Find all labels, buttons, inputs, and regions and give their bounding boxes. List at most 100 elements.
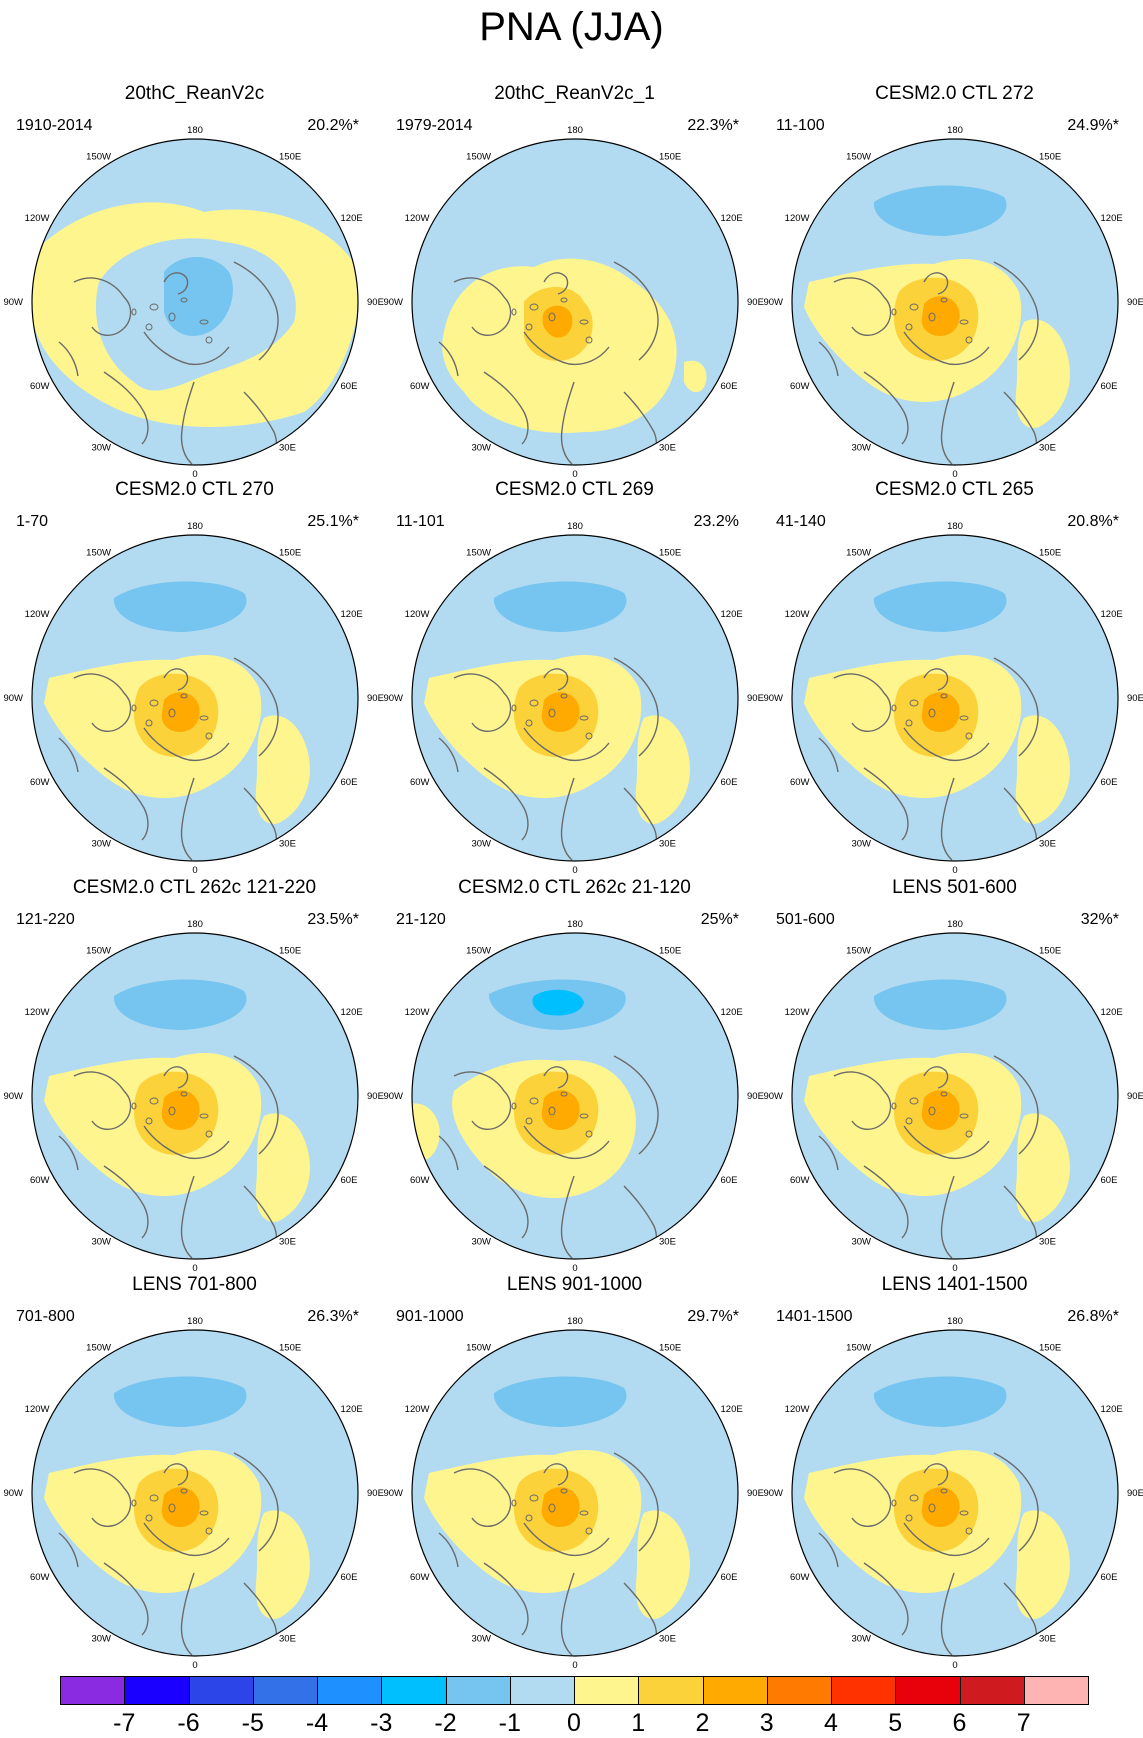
longitude-label: 30E xyxy=(279,443,296,454)
longitude-label: 150E xyxy=(1039,946,1061,957)
longitude-label: 120W xyxy=(25,609,50,620)
longitude-label: 0 xyxy=(572,1263,577,1274)
island-outline xyxy=(891,1499,897,1507)
panel-variance: 25.1%* xyxy=(307,513,359,530)
longitude-label: 0 xyxy=(192,1263,197,1274)
field-contour-region xyxy=(164,257,233,336)
colorbar-swatch xyxy=(60,1676,126,1705)
colorbar-swatch xyxy=(509,1676,575,1705)
longitude-label: 60E xyxy=(1101,1572,1118,1583)
coastline xyxy=(863,371,909,445)
longitude-label: 150W xyxy=(86,548,111,559)
field-contour-region xyxy=(1015,319,1070,428)
field-contour-region xyxy=(541,1487,580,1527)
island-outline xyxy=(529,1494,539,1502)
field-contour-region xyxy=(44,402,304,465)
island-outline xyxy=(905,1117,913,1125)
coastline xyxy=(103,371,149,445)
island-outline xyxy=(965,732,973,740)
panel-title: 20thC_ReanV2c xyxy=(124,83,265,104)
island-outline xyxy=(548,312,556,322)
island-outline xyxy=(909,1097,919,1105)
longitude-label: 30E xyxy=(279,839,296,850)
longitude-label: 90E xyxy=(1127,297,1143,308)
panel-variance: 20.8%* xyxy=(1067,513,1119,530)
longitude-label: 120E xyxy=(341,1404,363,1415)
panel-title: LENS 1401-1500 xyxy=(881,1274,1028,1295)
polar-map: 180 150E 120E 90E 60E 30E 0 30W 60W 90W 120W 150W xyxy=(3,125,383,480)
colorbar-swatch xyxy=(317,1676,383,1705)
map-panel: CESM2.0 CTL 265 41-140 20.8%* 180 150E 120E 90… xyxy=(763,478,1143,876)
coastline xyxy=(833,1071,892,1130)
longitude-label: 0 xyxy=(192,865,197,876)
longitude-label: 150E xyxy=(279,946,301,957)
map-field xyxy=(32,1330,358,1656)
longitude-label: 60E xyxy=(721,1572,738,1583)
island-outline xyxy=(548,1106,556,1116)
map-field xyxy=(32,139,358,465)
main-title: PNA (JJA) xyxy=(479,5,664,49)
map-panel: CESM2.0 CTL 272 11-100 24.9%* 180 150E 120E 90… xyxy=(763,82,1143,480)
coastline xyxy=(58,341,79,377)
field-contour-region xyxy=(493,581,627,632)
colorbar-label: -7 xyxy=(113,1709,136,1737)
coastline xyxy=(543,272,569,295)
map-boundary xyxy=(31,932,359,1260)
longitude-label: 30W xyxy=(91,443,111,454)
longitude-label: 120W xyxy=(785,213,810,224)
island-outline xyxy=(940,693,948,699)
island-outline xyxy=(205,336,213,344)
island-outline xyxy=(959,319,969,325)
colorbar-swatch xyxy=(638,1676,704,1705)
island-outline xyxy=(145,719,153,727)
longitude-label: 30W xyxy=(91,1634,111,1645)
longitude-label: 150W xyxy=(466,548,491,559)
island-outline xyxy=(928,708,936,718)
field-contour-region xyxy=(921,692,960,732)
longitude-label: 60W xyxy=(30,777,50,788)
longitude-label: 120W xyxy=(785,609,810,620)
coastline xyxy=(438,1135,459,1171)
coastline xyxy=(923,272,949,295)
coastline xyxy=(73,673,132,732)
island-outline xyxy=(529,699,539,707)
colorbar-swatch xyxy=(574,1676,640,1705)
map-field xyxy=(412,139,738,465)
coastline xyxy=(613,657,659,757)
field-contour-region xyxy=(161,1487,200,1527)
polar-map: 180 150E 120E 90E 60E 30E 0 30W 60W 90W 120W 150W xyxy=(383,1316,764,1671)
longitude-label: 120W xyxy=(785,1007,810,1018)
coastline xyxy=(438,737,459,773)
polar-map: 180 150E 120E 90E 60E 30E 0 30W 60W 90W 120W 150W xyxy=(3,521,383,876)
coastline xyxy=(863,1562,909,1636)
longitude-label: 150E xyxy=(659,548,681,559)
longitude-label: 120E xyxy=(341,609,363,620)
longitude-label: 60W xyxy=(410,1572,430,1583)
island-outline xyxy=(529,303,539,311)
longitude-label: 90W xyxy=(763,693,783,704)
map-boundary xyxy=(31,534,359,862)
longitude-label: 30E xyxy=(659,1237,676,1248)
longitude-label: 30W xyxy=(471,1634,491,1645)
panel-title: CESM2.0 CTL 270 xyxy=(115,479,274,500)
longitude-label: 150E xyxy=(279,548,301,559)
colorbar: -7 -6 -5 -4 -3 -2 -1 0 1 2 3 4 5 6 7 xyxy=(60,1676,1089,1738)
longitude-label: 60W xyxy=(30,1175,50,1186)
coastline xyxy=(483,1165,529,1239)
island-outline xyxy=(579,1113,589,1119)
polar-map: 180 150E 120E 90E 60E 30E 0 30W 60W 90W 120W 150W xyxy=(763,125,1143,480)
island-outline xyxy=(940,1488,948,1494)
island-outline xyxy=(180,297,188,303)
longitude-label: 120W xyxy=(25,213,50,224)
island-outline xyxy=(180,1091,188,1097)
longitude-label: 90E xyxy=(747,1488,764,1499)
coastline xyxy=(560,777,575,861)
map-panel: 20thC_ReanV2c 1910-2014 20.2%* 180 150E 120E 9… xyxy=(3,82,385,480)
field-contour-region xyxy=(1015,1113,1070,1222)
longitude-label: 90W xyxy=(763,1488,783,1499)
panel-title: CESM2.0 CTL 265 xyxy=(875,479,1034,500)
field-contour-region xyxy=(1015,715,1070,824)
field-contour-region xyxy=(493,1376,627,1427)
longitude-label: 30E xyxy=(659,839,676,850)
coastline xyxy=(560,1175,575,1259)
